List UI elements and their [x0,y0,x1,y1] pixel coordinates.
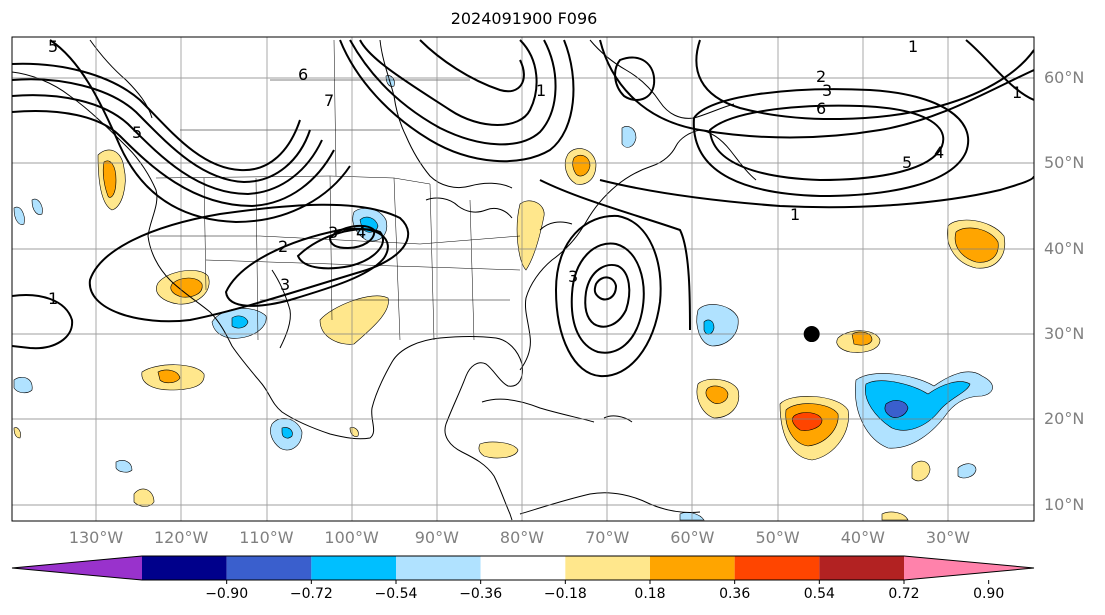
lat-label: 20°N [1044,409,1085,429]
lon-label: 100°W [324,528,379,547]
contour-label: 6 [816,99,826,118]
contour-label: 3 [280,275,290,294]
contour-label: 4 [934,143,944,162]
contour-labels: 5 6 7 5 2 3 4 3 1 1 3 2 3 6 5 4 1 1 1 [48,37,1022,308]
contour-label: 1 [48,289,58,308]
contour-label: 1 [1012,83,1022,102]
anomaly-patch [13,206,25,225]
lat-label: 10°N [1044,494,1085,514]
lon-label: 60°W [670,528,715,547]
anomaly-patch [696,304,739,347]
anomaly-patch [572,154,591,177]
map-frame [11,36,1035,522]
colorbar-tick-label: 0.54 [803,586,835,602]
contour-label: 1 [790,205,800,224]
colorbar-segment [311,556,396,580]
lon-label: 90°W [414,528,459,547]
anomaly-patch [705,385,729,404]
anomaly-patch [957,463,977,479]
colorbar-segment [734,556,820,580]
anomaly-patch [170,277,203,298]
anomaly-patch [478,441,519,459]
anomaly-patch [851,331,873,346]
colorbar-segment [650,556,735,580]
anomaly-patch [319,295,389,345]
lat-label: 40°N [1044,238,1085,258]
lon-label: 80°W [499,528,545,547]
lon-label: 30°W [925,528,971,547]
contour-label: 3 [568,267,578,286]
colorbar-tick-label: −0.54 [374,586,418,602]
colorbar-segment [819,556,904,580]
colorbar-outline [11,555,1035,581]
colorbar-tick-label: 0.18 [634,586,666,602]
contour-label: 7 [324,91,334,110]
lon-label: 40°W [840,528,885,547]
colorbar-tick-label: 0.36 [719,586,751,602]
colorbar-tick-label: −0.72 [289,586,333,602]
contour-label: 5 [132,123,142,142]
colorbar-tick-label: 0.72 [888,586,920,602]
lat-label: 30°N [1044,324,1085,344]
contour-label: 1 [908,37,918,56]
anomaly-patch [157,369,181,384]
map-title: 2024091900 F096 [450,9,598,28]
location-marker [803,326,820,343]
anomaly-patch [281,427,293,439]
contour-label: 3 [328,223,338,242]
colorbar-segment [565,556,650,580]
contour-label: 6 [298,65,308,84]
colorbar-segment [12,556,142,580]
contour-label: 5 [48,37,58,56]
lat-label: 60°N [1044,68,1085,87]
anomaly-patch [703,319,715,335]
anomaly-patch [13,427,21,439]
contour-label: 5 [902,153,912,172]
contour-label: 2 [278,237,288,256]
anomaly-patch [881,511,909,521]
contour-label: 2 [816,67,826,86]
contour-lines [12,39,1034,378]
colorbar-segment [904,556,1034,580]
anomaly-patch [865,380,971,431]
anomaly-patch [621,126,637,148]
lon-label: 120°W [154,528,209,547]
colorbar-tick-label: −0.18 [543,586,587,602]
colorbar-tick-label: −0.36 [459,586,503,602]
anomaly-patch [13,377,33,394]
shaded-anomalies [13,75,1006,521]
anomaly-patch [115,460,133,473]
anomaly-patch [516,200,545,271]
contour-label: 1 [536,81,546,100]
contour-label: 3 [822,81,832,100]
colorbar-segment [142,556,227,580]
colorbar-tick-label: −0.90 [205,586,249,602]
anomaly-patch [954,227,999,263]
anomaly-patch [102,160,117,198]
lon-label: 110°W [239,528,294,547]
anomaly-patch [884,400,909,418]
lon-label: 70°W [585,528,630,547]
lon-label: 130°W [68,528,124,547]
contour-label: 4 [356,223,366,242]
lat-label: 50°N [1044,153,1085,173]
anomaly-patch [911,460,931,482]
lon-label: 50°W [755,528,800,547]
colorbar-tick-label: 0.90 [973,586,1005,602]
anomaly-patch [31,198,43,215]
anomaly-patch [231,315,249,329]
colorbar-segment [226,556,312,580]
colorbar-segment [480,556,566,580]
colorbar-segment [396,556,481,580]
anomaly-patch [792,412,823,431]
